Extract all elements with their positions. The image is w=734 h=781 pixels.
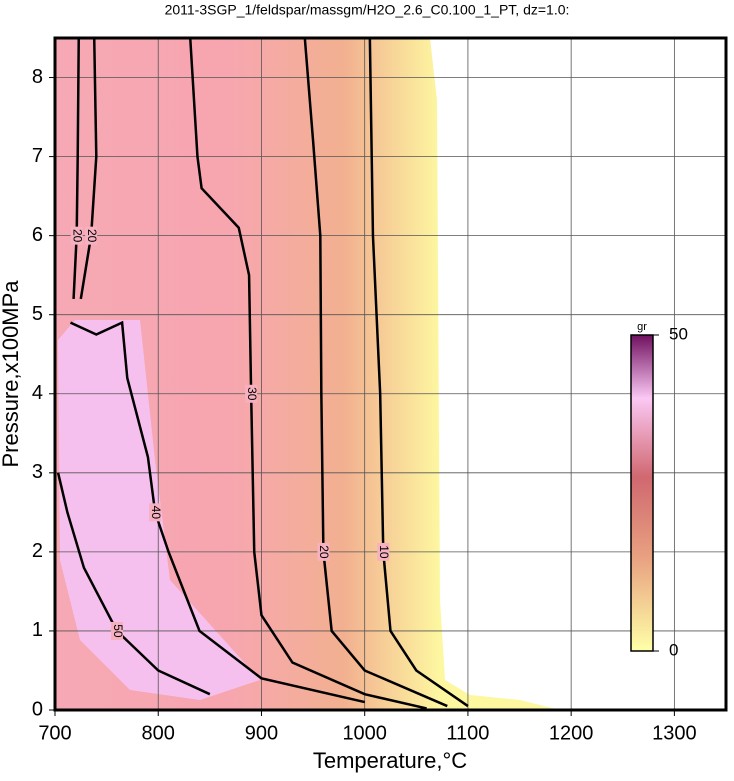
- y-tick-label: 6: [32, 224, 43, 246]
- contour-label: 30: [245, 387, 259, 401]
- x-tick-label: 1100: [446, 722, 489, 744]
- contour-label-bg: [70, 226, 83, 245]
- contour-line: [56, 472, 211, 696]
- contour-line: [303, 37, 448, 708]
- y-tick-label: 5: [32, 303, 43, 325]
- contour-label-bg: [245, 384, 258, 403]
- contour-label: 20: [317, 545, 331, 559]
- contour-label-bg: [85, 226, 98, 245]
- colorbar-label: gr: [637, 321, 647, 333]
- y-tick-label: 0: [32, 698, 43, 720]
- plot-frame: [53, 36, 728, 712]
- y-tick-label: 2: [32, 540, 43, 562]
- contour-label: 40: [149, 506, 163, 520]
- contour-line: [69, 320, 365, 704]
- x-axis-label: Temperature,°C: [313, 748, 467, 773]
- colorbar: [630, 334, 654, 652]
- y-tick-label: 7: [32, 145, 43, 167]
- y-tick-label: 4: [32, 382, 43, 404]
- colorbar-tick-label: 50: [669, 324, 688, 343]
- chart-title: 2011-3SGP_1/feldspar/massgm/H2O_2.6_C0.1…: [165, 2, 570, 18]
- colorbar-tick-label: 0: [669, 640, 678, 659]
- x-tick-label: 1200: [549, 722, 594, 744]
- y-axis-label: Pressure,x100MPa: [0, 280, 23, 468]
- contour-line: [72, 37, 80, 299]
- x-tick-label: 900: [245, 722, 278, 744]
- x-tick-label: 1000: [342, 722, 387, 744]
- y-tick-label: 8: [32, 66, 43, 88]
- y-tick-label: 1: [32, 619, 43, 641]
- contour-label-bg: [110, 621, 123, 640]
- x-tick-label: 1300: [652, 722, 697, 744]
- contour-label: 20: [85, 229, 99, 243]
- contour-label: 10: [377, 545, 391, 559]
- x-tick-label: 800: [142, 722, 175, 744]
- contour-label: 20: [71, 229, 85, 243]
- data-region: [55, 38, 560, 710]
- contour-label: 50: [111, 624, 125, 638]
- contour-label-bg: [317, 542, 330, 561]
- x-tick-label: 700: [38, 722, 71, 744]
- y-tick-label: 3: [32, 461, 43, 483]
- contour-line: [79, 37, 98, 300]
- contour-label-bg: [149, 503, 162, 522]
- contour-label-bg: [377, 542, 390, 561]
